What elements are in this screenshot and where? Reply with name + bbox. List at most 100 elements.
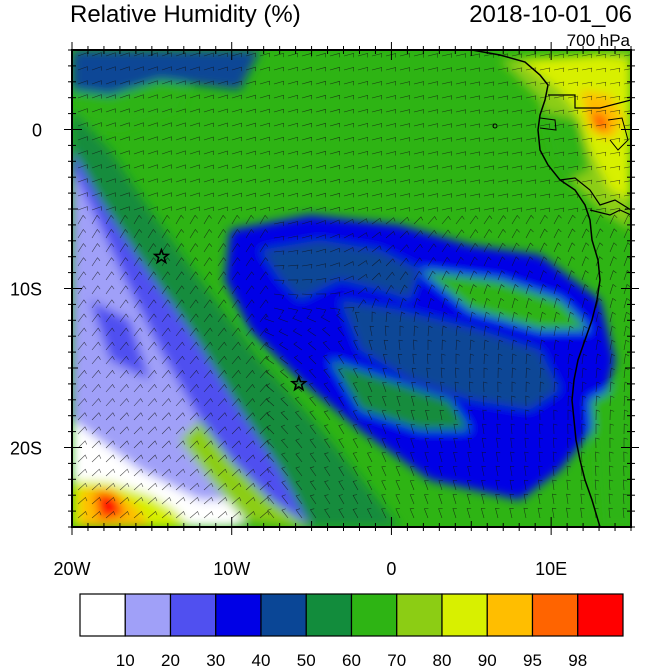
- wind-barb: [301, 136, 312, 142]
- wind-barb: [441, 207, 453, 212]
- wind-barb: [231, 66, 242, 72]
- wind-barb: [301, 178, 312, 184]
- wind-barb: [105, 511, 116, 519]
- wind-barb: [245, 94, 256, 100]
- wind-barb: [553, 95, 565, 101]
- wind-barb: [259, 52, 270, 58]
- wind-barb: [217, 341, 227, 351]
- wind-barb: [273, 136, 284, 142]
- wind-barb: [273, 221, 285, 227]
- wind-barb: [161, 257, 171, 267]
- wind-barb: [105, 80, 116, 85]
- wind-barb: [567, 339, 574, 351]
- wind-barb: [217, 257, 227, 267]
- wind-barb: [467, 479, 472, 491]
- wind-barb: [91, 66, 102, 71]
- wind-barb: [259, 178, 270, 184]
- wind-barb: [133, 426, 144, 435]
- wind-barb: [396, 396, 401, 407]
- wind-barb: [259, 66, 270, 72]
- wind-barb: [469, 81, 481, 86]
- wind-barb: [265, 355, 275, 365]
- wind-barb: [427, 123, 439, 128]
- wind-barb: [510, 437, 515, 449]
- wind-barb: [161, 313, 171, 323]
- wind-barb: [399, 165, 411, 170]
- wind-barb: [567, 437, 572, 449]
- wind-barb: [483, 256, 492, 267]
- wind-barb: [264, 328, 275, 337]
- wind-barb: [609, 242, 617, 253]
- wind-barb: [287, 52, 298, 58]
- wind-barb: [481, 493, 486, 505]
- wind-barb: [217, 80, 228, 86]
- colorbar-label: 95: [523, 651, 542, 667]
- wind-barb: [481, 465, 486, 477]
- wind-barb: [482, 395, 488, 407]
- wind-barb: [231, 468, 242, 477]
- wind-barb: [551, 507, 557, 519]
- wind-barb: [427, 257, 437, 267]
- colorbar-swatch: [260, 593, 307, 637]
- wind-barb: [396, 424, 401, 435]
- wind-barb: [353, 326, 359, 337]
- wind-barb: [567, 325, 574, 337]
- wind-barb: [385, 137, 397, 142]
- wind-barb: [467, 451, 472, 463]
- country-border: [559, 177, 631, 211]
- wind-barb: [595, 451, 600, 463]
- wind-barb: [338, 368, 345, 379]
- lat-tick-label: 0: [32, 121, 42, 141]
- wind-barb: [581, 311, 588, 323]
- wind-barb: [455, 256, 464, 267]
- wind-barb: [511, 228, 520, 239]
- wind-barb: [287, 94, 298, 100]
- wind-barb: [91, 150, 102, 155]
- wind-barb: [343, 151, 355, 156]
- wind-barb: [161, 164, 172, 169]
- wind-barb: [525, 81, 537, 86]
- wind-barb: [481, 451, 487, 463]
- wind-barb: [497, 123, 509, 128]
- wind-barb: [119, 206, 130, 211]
- wind-barb: [581, 151, 593, 157]
- wind-barb: [77, 496, 88, 505]
- wind-barb: [77, 52, 88, 57]
- wind-barb: [483, 179, 495, 184]
- wind-barb: [495, 451, 501, 463]
- wind-barb: [189, 426, 200, 435]
- wind-barb: [553, 353, 559, 365]
- wind-barb: [245, 80, 256, 86]
- wind-barb: [301, 293, 313, 299]
- wind-barb: [133, 369, 143, 379]
- wind-barb: [399, 230, 410, 239]
- wind-barb: [553, 137, 565, 143]
- wind-barb: [366, 480, 373, 491]
- wind-barb: [609, 270, 617, 281]
- wind-barb: [553, 423, 558, 435]
- wind-barb: [623, 311, 630, 323]
- wind-barb: [497, 242, 506, 253]
- wind-barb: [525, 409, 530, 421]
- wind-barb: [410, 438, 415, 449]
- rh-region: [95, 492, 125, 520]
- wind-barb: [357, 179, 369, 184]
- wind-barb: [427, 325, 433, 337]
- wind-barb: [161, 468, 172, 477]
- wind-barb: [203, 398, 213, 407]
- wind-barb: [77, 285, 87, 295]
- wind-barb: [539, 284, 547, 295]
- wind-barb: [371, 151, 383, 156]
- wind-barb: [231, 164, 242, 170]
- wind-barb: [147, 313, 157, 323]
- wind-barb: [381, 438, 387, 449]
- wind-barb: [371, 123, 383, 128]
- wind-barb: [399, 179, 411, 184]
- wind-barb: [295, 424, 303, 435]
- wind-barb: [280, 424, 289, 435]
- wind-barb: [427, 179, 439, 184]
- wind-barb: [567, 409, 572, 420]
- wind-barb: [371, 231, 382, 239]
- wind-barb: [385, 311, 391, 323]
- wind-barb: [231, 299, 241, 309]
